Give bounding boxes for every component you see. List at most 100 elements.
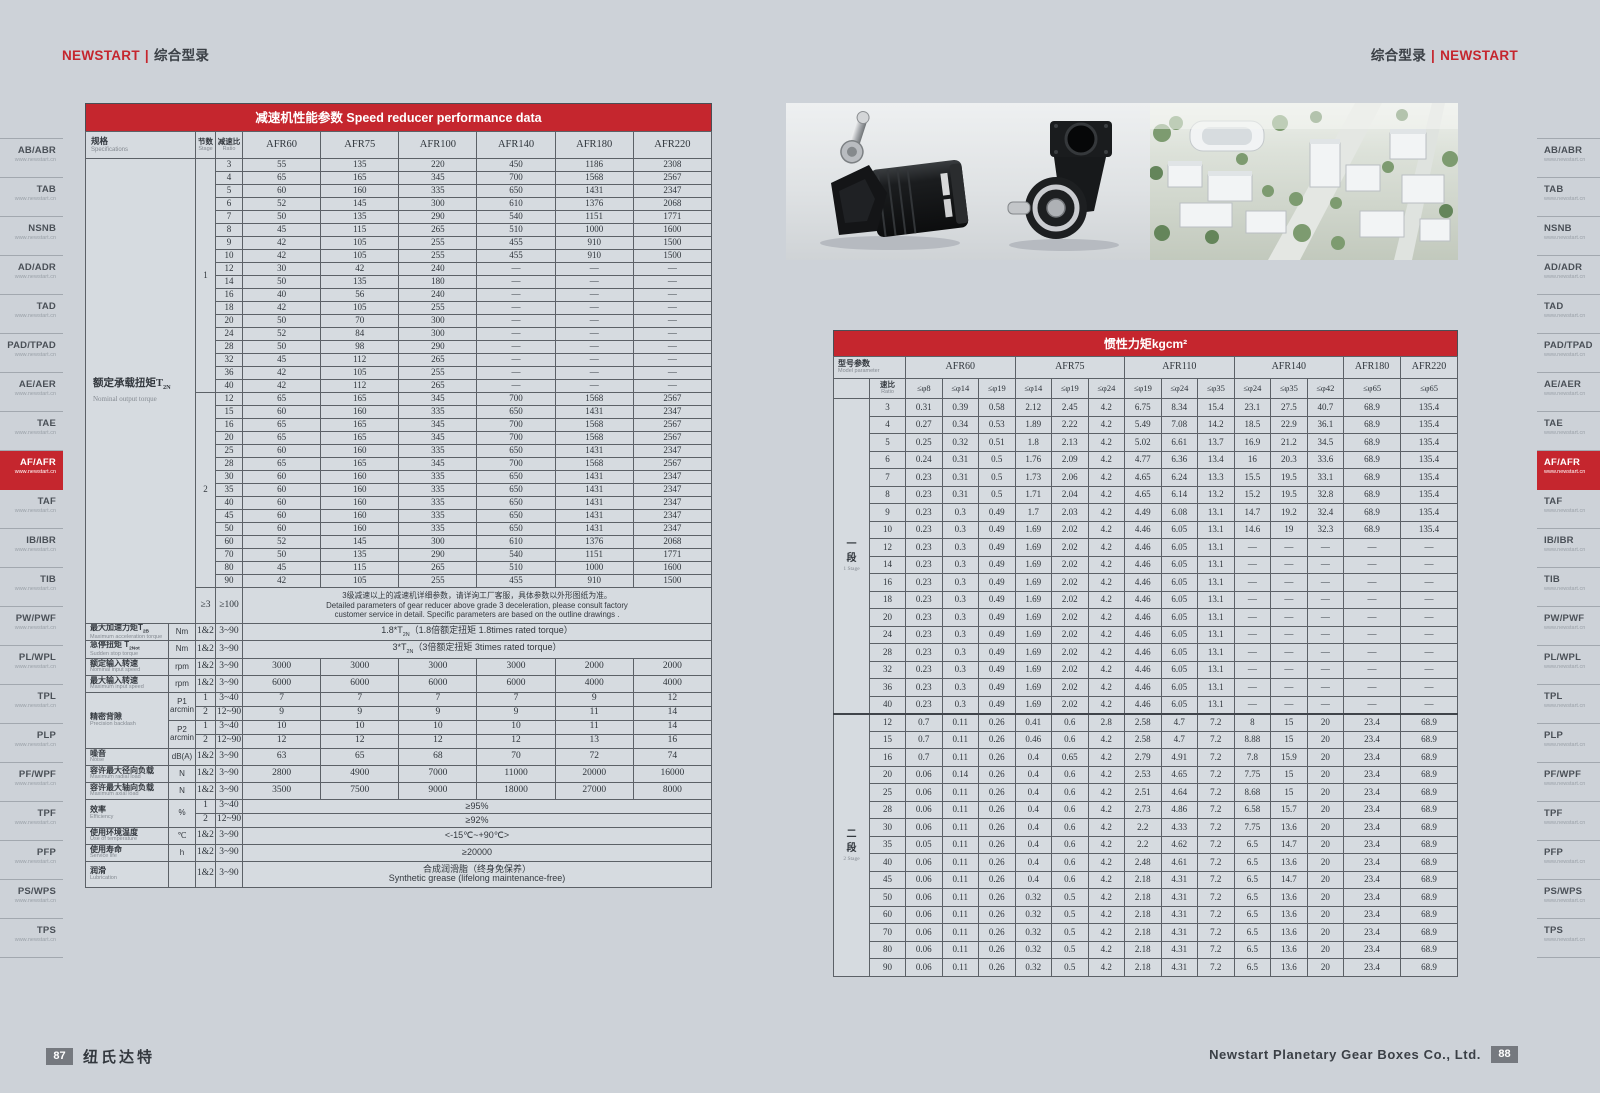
sidebar-item-pf-wpf[interactable]: PF/WPF www.newstart.cn: [0, 763, 63, 802]
table-row: 12 0.23 0.3 0.49 1.69 2.02 4.2 4.46 6.05 13.1— — — —…: [834, 538, 1458, 557]
sidebar-item-af-afr[interactable]: AF/AFR www.newstart.cn: [1537, 451, 1600, 490]
sidebar-item-pad-tpad[interactable]: PAD/TPAD www.newstart.cn: [0, 334, 63, 373]
table-cell: 1.69: [1014, 520, 1053, 539]
table-row: 80 0.06 0.11 0.26 0.32 0.5 4.2 2.18 4.31 7.2 6.5 13…: [834, 940, 1458, 959]
table-row: 14 50 135 180— — —: [86, 275, 713, 289]
table-cell: 0.06: [905, 905, 943, 924]
sidebar-item-taf[interactable]: TAF www.newstart.cn: [0, 490, 63, 529]
table-cell: 2.02: [1051, 520, 1089, 539]
table-cell: 13.3: [1197, 468, 1235, 487]
table-row: 45 60 160 335 650 1431 2347: [86, 509, 713, 523]
table-cell: 8: [868, 485, 907, 504]
table-cell: 2.18: [1124, 923, 1162, 942]
table-cell: 135.4: [1400, 415, 1458, 434]
sidebar-item-url: www.newstart.cn: [1544, 391, 1586, 397]
sidebar-item-plp[interactable]: PLP www.newstart.cn: [0, 724, 63, 763]
sidebar-item-ad-adr[interactable]: AD/ADR www.newstart.cn: [0, 256, 63, 295]
sidebar-item-pf-wpf[interactable]: PF/WPF www.newstart.cn: [1537, 763, 1600, 802]
table-cell: 265: [398, 561, 478, 575]
table-cell: 12: [241, 733, 322, 749]
table-cell: 20: [215, 314, 243, 328]
sidebar-item-ab-abr[interactable]: AB/ABR www.newstart.cn: [1537, 139, 1600, 178]
table-cell: 21.2: [1270, 433, 1308, 452]
gearbox-motor-photo: [819, 110, 968, 250]
table-cell: —: [476, 340, 556, 354]
sidebar-item-label: PL/WPL: [1544, 652, 1582, 663]
sidebar-item-pl-wpl[interactable]: PL/WPL www.newstart.cn: [1537, 646, 1600, 685]
table-cell: 36.1: [1306, 415, 1345, 434]
table-cell: 135.4: [1400, 485, 1458, 504]
table-cell: 68.9: [1400, 870, 1458, 889]
sidebar-item-label: PFP: [36, 847, 56, 858]
table-cell: 0.11: [941, 940, 980, 959]
col-header-model: AFR140: [1233, 356, 1345, 379]
sidebar-item-tib[interactable]: TIB www.newstart.cn: [1537, 568, 1600, 607]
sidebar-item-taf[interactable]: TAF www.newstart.cn: [1537, 490, 1600, 529]
sidebar-item-tpl[interactable]: TPL www.newstart.cn: [1537, 685, 1600, 724]
table-cell: 1431: [554, 496, 634, 510]
sidebar-item-pfp[interactable]: PFP www.newstart.cn: [0, 841, 63, 880]
table-cell: 335: [398, 470, 478, 484]
sidebar-item-ae-aer[interactable]: AE/AER www.newstart.cn: [1537, 373, 1600, 412]
table-cell: 12: [476, 733, 556, 749]
table-cell: 4.7: [1160, 730, 1199, 749]
table-row: 70 0.06 0.11 0.26 0.32 0.5 4.2 2.18 4.31 7.2 6.5 13…: [834, 923, 1458, 942]
sidebar-item-ib-ibr[interactable]: IB/IBR www.newstart.cn: [1537, 529, 1600, 568]
table-cell: 2000: [632, 657, 713, 676]
sidebar-item-tae[interactable]: TAE www.newstart.cn: [1537, 412, 1600, 451]
table-cell: 2.02: [1051, 625, 1089, 644]
sidebar-item-af-afr[interactable]: AF/AFR www.newstart.cn: [0, 451, 63, 490]
sidebar-item-tad[interactable]: TAD www.newstart.cn: [1537, 295, 1600, 334]
table-cell: —: [1270, 538, 1308, 557]
sidebar-item-ad-adr[interactable]: AD/ADR www.newstart.cn: [1537, 256, 1600, 295]
table-cell: 60: [868, 905, 907, 924]
sidebar-item-ps-wps[interactable]: PS/WPS www.newstart.cn: [1537, 880, 1600, 919]
sidebar-item-pl-wpl[interactable]: PL/WPL www.newstart.cn: [0, 646, 63, 685]
table-cell: 135.4: [1400, 433, 1458, 452]
table-cell: 1: [195, 691, 216, 707]
brand-wordmark: NEWSTART: [62, 48, 140, 63]
sidebar-item-tpl[interactable]: TPL www.newstart.cn: [0, 685, 63, 724]
sidebar-item-tpf[interactable]: TPF www.newstart.cn: [0, 802, 63, 841]
table-cell: 7.2: [1197, 923, 1235, 942]
sidebar-item-pad-tpad[interactable]: PAD/TPAD www.newstart.cn: [1537, 334, 1600, 373]
sidebar-item-nsnb[interactable]: NSNB www.newstart.cn: [1537, 217, 1600, 256]
sidebar-item-ps-wps[interactable]: PS/WPS www.newstart.cn: [0, 880, 63, 919]
col-header-specifications: 规格 Specifications: [85, 131, 196, 159]
table-cell: 0.23: [905, 503, 943, 522]
sidebar-item-ib-ibr[interactable]: IB/IBR www.newstart.cn: [0, 529, 63, 568]
table-cell: 105: [320, 301, 400, 315]
sidebar-item-pw-pwf[interactable]: PW/PWF www.newstart.cn: [1537, 607, 1600, 646]
table-cell: 0.6: [1051, 800, 1089, 819]
table-cell: [168, 860, 196, 888]
sidebar-item-nsnb[interactable]: NSNB www.newstart.cn: [0, 217, 63, 256]
table-cell: 2347: [632, 509, 713, 523]
sidebar-item-pw-pwf[interactable]: PW/PWF www.newstart.cn: [0, 607, 63, 646]
col-header-diameter: ≤φ24: [1160, 378, 1199, 399]
sidebar-item-tps[interactable]: TPS www.newstart.cn: [0, 919, 63, 958]
table-cell: 2.2: [1124, 835, 1162, 854]
sidebar-item-tab[interactable]: TAB www.newstart.cn: [0, 178, 63, 217]
sidebar-item-plp[interactable]: PLP www.newstart.cn: [1537, 724, 1600, 763]
table-cell: 14.7: [1233, 503, 1272, 522]
sidebar-item-ab-abr[interactable]: AB/ABR www.newstart.cn: [0, 139, 63, 178]
table-cell: 2.12: [1014, 398, 1053, 417]
sidebar-item-tab[interactable]: TAB www.newstart.cn: [1537, 178, 1600, 217]
table-cell: 19.2: [1270, 503, 1308, 522]
table-cell: 65: [241, 457, 322, 471]
table-cell: 3~40: [215, 719, 243, 735]
table-row: 2 12 65 165 345 700 1568 2567: [86, 392, 713, 588]
sidebar-item-pfp[interactable]: PFP www.newstart.cn: [1537, 841, 1600, 880]
table-cell: 16000: [632, 764, 713, 783]
sidebar-item-ae-aer[interactable]: AE/AER www.newstart.cn: [0, 373, 63, 412]
table-cell: 3500: [241, 781, 322, 800]
sidebar-item-tps[interactable]: TPS www.newstart.cn: [1537, 919, 1600, 958]
sidebar-item-tib[interactable]: TIB www.newstart.cn: [0, 568, 63, 607]
sidebar-item-tpf[interactable]: TPF www.newstart.cn: [1537, 802, 1600, 841]
table-cell: 0.3: [941, 608, 980, 627]
sidebar-item-tae[interactable]: TAE www.newstart.cn: [0, 412, 63, 451]
sidebar-item-tad[interactable]: TAD www.newstart.cn: [0, 295, 63, 334]
table-cell: 0.6: [1051, 765, 1089, 784]
table-cell: —: [1400, 555, 1458, 574]
table-cell: —: [1343, 625, 1402, 644]
